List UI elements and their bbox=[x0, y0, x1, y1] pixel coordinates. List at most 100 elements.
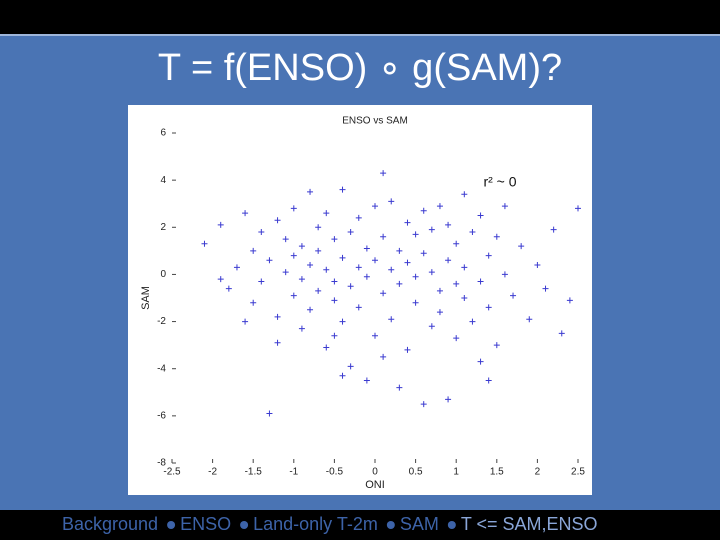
point bbox=[380, 233, 387, 240]
point bbox=[477, 278, 484, 285]
point bbox=[436, 309, 443, 316]
point bbox=[274, 313, 281, 320]
point bbox=[436, 287, 443, 294]
point bbox=[469, 229, 476, 235]
point bbox=[242, 318, 249, 325]
point bbox=[217, 276, 224, 283]
point bbox=[307, 306, 314, 313]
point bbox=[453, 280, 460, 287]
point bbox=[315, 247, 322, 254]
x-axis-label: ONI bbox=[365, 479, 385, 491]
point bbox=[436, 203, 443, 210]
point bbox=[225, 285, 232, 292]
y-tick-label: -4 bbox=[157, 363, 166, 374]
footer-item: T <= SAM,ENSO bbox=[461, 514, 598, 534]
x-tick-label: 0 bbox=[372, 467, 378, 478]
annotation: r² ~ 0 bbox=[483, 174, 516, 190]
point bbox=[428, 226, 435, 233]
point bbox=[363, 273, 370, 280]
point bbox=[339, 318, 346, 325]
point bbox=[380, 353, 387, 360]
point bbox=[445, 221, 452, 228]
footer-bullet bbox=[386, 521, 395, 529]
point bbox=[558, 330, 565, 337]
point bbox=[477, 212, 484, 219]
point bbox=[412, 231, 419, 238]
point bbox=[501, 203, 508, 210]
point bbox=[396, 247, 403, 254]
point bbox=[258, 229, 265, 235]
y-tick-label: 0 bbox=[160, 269, 166, 280]
point bbox=[550, 226, 557, 233]
point bbox=[233, 264, 240, 271]
footer-item: Background bbox=[62, 514, 158, 534]
point bbox=[339, 186, 346, 193]
point bbox=[469, 318, 476, 325]
point bbox=[250, 247, 257, 254]
point bbox=[534, 262, 541, 268]
point bbox=[428, 269, 435, 276]
point bbox=[315, 224, 322, 231]
point bbox=[347, 229, 354, 235]
point bbox=[518, 243, 525, 250]
x-tick-label: 0.5 bbox=[409, 467, 423, 478]
point bbox=[461, 295, 468, 301]
point bbox=[388, 198, 395, 205]
point bbox=[404, 346, 411, 353]
point bbox=[526, 316, 533, 323]
footer: Background ENSO Land-only T-2m SAM T <= SAM,… bbox=[62, 514, 598, 534]
point bbox=[282, 236, 289, 243]
footer-item: Land-only T-2m bbox=[253, 514, 378, 534]
point bbox=[315, 287, 322, 294]
point bbox=[323, 266, 330, 273]
x-tick-label: -1 bbox=[289, 467, 298, 478]
point bbox=[380, 170, 387, 177]
point bbox=[485, 252, 492, 259]
point bbox=[372, 332, 378, 339]
y-tick-label: 4 bbox=[160, 175, 166, 186]
chart-title: ENSO vs SAM bbox=[342, 116, 408, 127]
point bbox=[355, 264, 362, 271]
point bbox=[396, 384, 403, 391]
point bbox=[388, 266, 395, 273]
point bbox=[412, 273, 419, 280]
point bbox=[331, 332, 338, 339]
point bbox=[566, 297, 573, 304]
x-tick-label: -2 bbox=[208, 467, 217, 478]
point bbox=[445, 396, 452, 403]
point bbox=[404, 219, 411, 226]
footer-item: SAM bbox=[400, 514, 439, 534]
point bbox=[339, 372, 346, 379]
x-tick-label: 2.5 bbox=[571, 467, 585, 478]
point bbox=[201, 240, 208, 247]
point bbox=[323, 210, 330, 217]
point bbox=[307, 188, 314, 195]
point bbox=[445, 257, 452, 264]
y-tick-label: -2 bbox=[157, 316, 166, 327]
point bbox=[290, 292, 297, 299]
point bbox=[363, 377, 370, 384]
point bbox=[542, 285, 549, 292]
point bbox=[380, 290, 387, 297]
point bbox=[355, 304, 362, 311]
point bbox=[453, 335, 460, 342]
y-tick-label: 2 bbox=[160, 222, 166, 233]
footer-item: ENSO bbox=[180, 514, 231, 534]
y-axis-label: SAM bbox=[140, 286, 152, 310]
footer-bullet bbox=[167, 521, 176, 529]
point bbox=[331, 236, 338, 243]
point bbox=[298, 243, 305, 250]
point bbox=[420, 207, 427, 214]
point bbox=[575, 205, 581, 212]
point bbox=[372, 203, 378, 210]
point bbox=[339, 254, 346, 261]
point bbox=[510, 292, 517, 299]
point bbox=[404, 259, 411, 266]
point bbox=[485, 377, 492, 384]
point bbox=[420, 250, 427, 257]
point bbox=[217, 221, 224, 228]
x-tick-label: -2.5 bbox=[163, 467, 181, 478]
point bbox=[331, 297, 338, 304]
point bbox=[347, 363, 354, 370]
